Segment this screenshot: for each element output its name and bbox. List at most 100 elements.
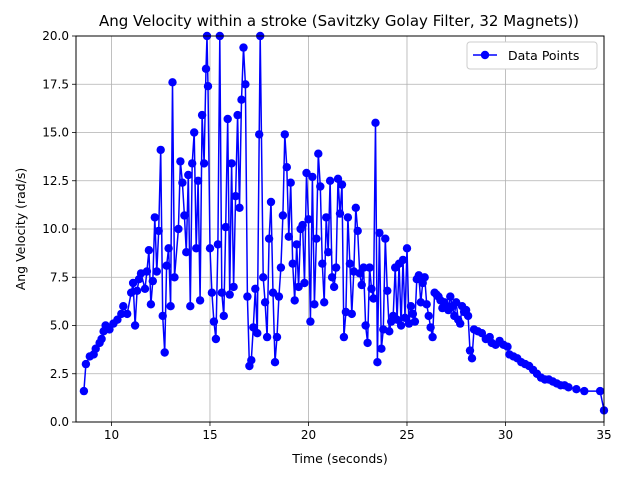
data-point [255, 130, 264, 139]
data-point [176, 157, 185, 166]
data-point [398, 255, 408, 265]
data-point [361, 321, 370, 330]
plot-area: 10 15 20 25 30 35 0.0 2.5 5.0 7.5 10.0 12.5 15.0 17.… [42, 29, 611, 442]
data-point [119, 302, 128, 311]
data-point [422, 300, 431, 309]
data-point [280, 130, 289, 139]
data-point [197, 110, 207, 120]
data-point [150, 213, 159, 222]
y-tick-label: 10.0 [42, 222, 69, 236]
data-point [178, 178, 187, 187]
data-point [264, 234, 274, 243]
data-point [209, 317, 219, 326]
data-point [146, 300, 156, 309]
data-point [377, 344, 386, 353]
data-point [595, 386, 605, 396]
data-point [375, 228, 384, 238]
data-point [190, 128, 199, 137]
x-tick-label: 25 [399, 428, 414, 442]
data-point [217, 288, 226, 297]
data-point [260, 298, 270, 307]
data-point [233, 110, 242, 120]
data-point [211, 334, 221, 344]
data-point [467, 354, 477, 363]
data-point [142, 267, 152, 276]
data-point [158, 311, 167, 321]
data-point [312, 234, 321, 243]
data-point [383, 286, 392, 295]
data-point [243, 292, 252, 301]
data-point [339, 332, 349, 342]
y-tick-label: 12.5 [42, 174, 69, 188]
data-point [268, 288, 278, 297]
data-point [369, 294, 378, 303]
data-point [314, 149, 323, 158]
data-point [371, 118, 380, 128]
data-point [310, 300, 319, 309]
y-tick-label: 2.5 [50, 367, 69, 381]
data-point [304, 215, 313, 224]
data-point [428, 332, 437, 342]
data-point [180, 211, 189, 220]
data-point [327, 273, 337, 282]
y-axis-ticks: 0.0 2.5 5.0 7.5 10.0 12.5 15.0 17.5 20.0 [42, 29, 76, 429]
data-point [97, 334, 106, 344]
data-point [503, 342, 512, 351]
data-point [174, 224, 183, 234]
data-point [205, 244, 215, 253]
data-point [373, 358, 382, 367]
data-point [182, 248, 191, 257]
data-point [201, 64, 211, 74]
data-point [322, 213, 331, 222]
y-tick-label: 20.0 [42, 29, 69, 43]
data-point [410, 317, 420, 326]
data-point [580, 386, 589, 396]
data-point [253, 329, 262, 338]
data-point [152, 267, 161, 276]
data-point [207, 288, 217, 297]
data-point [353, 226, 362, 236]
data-point [168, 78, 177, 87]
data-point [195, 296, 205, 305]
data-point [320, 298, 329, 307]
y-tick-label: 5.0 [50, 319, 69, 333]
y-tick-label: 15.0 [42, 126, 69, 140]
data-point [420, 273, 429, 282]
data-point [325, 176, 335, 185]
data-point [324, 248, 333, 257]
data-point [164, 244, 173, 253]
data-point [345, 259, 355, 268]
data-point [160, 348, 169, 357]
data-point [337, 180, 347, 189]
data-point [184, 170, 193, 180]
data-point [367, 284, 376, 293]
data-point [396, 321, 406, 330]
data-point [359, 263, 368, 272]
data-point [259, 273, 268, 282]
data-point [329, 282, 339, 292]
data-point [170, 273, 179, 282]
legend: Data Points [466, 41, 598, 70]
data-point [235, 203, 244, 212]
data-point [241, 80, 250, 89]
data-point [456, 319, 465, 328]
data-point [290, 296, 299, 305]
data-point [316, 182, 325, 191]
data-point [219, 311, 228, 321]
data-point [221, 222, 230, 232]
data-point [276, 263, 286, 272]
data-point [463, 311, 473, 321]
data-point [300, 278, 309, 288]
data-point [365, 263, 374, 272]
data-point [117, 309, 126, 319]
data-point [188, 159, 197, 168]
data-point [572, 385, 581, 394]
x-tick-label: 15 [202, 428, 217, 442]
data-point [192, 244, 201, 253]
data-point [357, 280, 366, 290]
data-point [225, 290, 234, 299]
data-point [130, 321, 140, 330]
x-axis-ticks: 10 15 20 25 30 35 [104, 422, 612, 442]
data-point [156, 145, 165, 155]
